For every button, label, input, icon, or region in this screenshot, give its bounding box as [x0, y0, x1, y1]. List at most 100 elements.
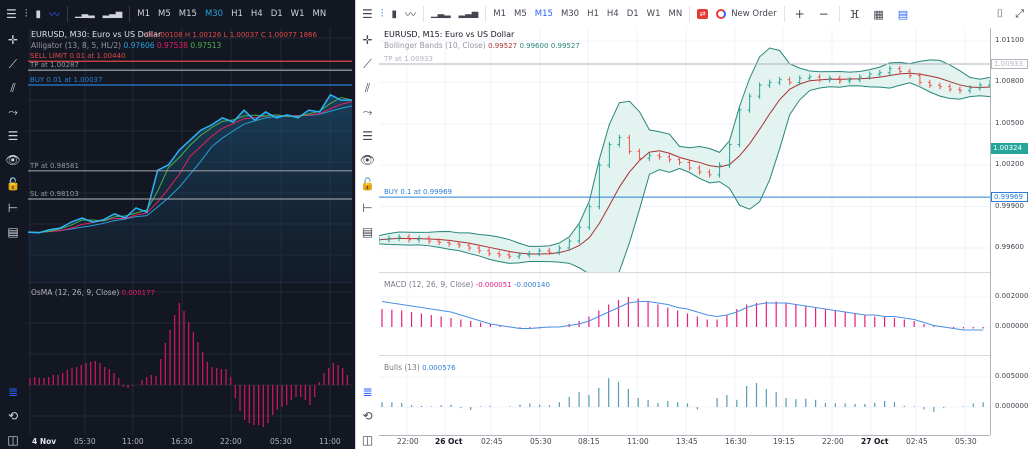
lock-icon[interactable]: 🔓 [5, 177, 21, 191]
time-label: 26 Oct [435, 437, 463, 446]
zoom-out-icon[interactable]: − [818, 7, 829, 21]
divider [423, 6, 425, 22]
trend-line-icon[interactable]: ⟋ [8, 56, 18, 71]
menu-icon[interactable]: ☰ [6, 7, 17, 21]
layers-icon[interactable]: ▤ [7, 225, 19, 239]
bar-chart-icon[interactable]: ⫶ [24, 7, 28, 20]
panel-icon[interactable]: ◫ [7, 433, 19, 447]
order-label[interactable]: SL at 0.98103 [30, 189, 79, 198]
new-order-button[interactable]: New Order [712, 0, 780, 28]
osma-value: 0.000177 [121, 289, 156, 297]
timeframe-m5[interactable]: M5 [514, 9, 527, 19]
left-price-chart[interactable] [28, 28, 352, 282]
current-price-tag: 1.00324 [991, 143, 1028, 155]
alligator-teeth-line [28, 101, 352, 233]
list-icon[interactable]: ≣ [7, 385, 19, 399]
time-label: 22:00 [822, 437, 844, 446]
macd-legend: MACD (12, 26, 9, Close) -0.000051 -0.000… [384, 280, 550, 290]
macd-label: MACD (12, 26, 9, Close) [384, 280, 474, 289]
time-label: 05:30 [270, 437, 292, 446]
timeframe-d1[interactable]: D1 [626, 9, 639, 19]
bulls-pane[interactable] [379, 355, 990, 435]
volume-tick-icon[interactable]: ▂▃▅ [458, 9, 479, 19]
timeframe-m5[interactable]: M5 [158, 9, 171, 19]
timeframe-h4[interactable]: H4 [606, 9, 619, 19]
zoom-in-icon[interactable]: + [794, 7, 805, 21]
order-label[interactable]: TP at 0.98581 [30, 161, 79, 170]
history-icon[interactable]: ⟲ [7, 409, 19, 423]
order-label[interactable]: BUY 0.1 at 0.99969 [384, 188, 452, 197]
layers-icon[interactable]: ▤ [361, 225, 374, 239]
right-bottom-sidebar: ≣ ⟲ ◫ [356, 380, 379, 452]
path-icon[interactable]: ⤳ [8, 104, 18, 119]
tree-icon[interactable]: ⊢ [362, 201, 373, 215]
price-line [28, 93, 352, 234]
indicators-icon[interactable]: ⴼ [849, 7, 860, 21]
timeframe-h1[interactable]: H1 [587, 9, 599, 19]
document-icon[interactable]: ▤ [897, 7, 909, 21]
timeframe-m15[interactable]: M15 [178, 9, 197, 19]
order-label[interactable]: TP at 1.00933 [384, 55, 433, 64]
price-axis-label: 0.99900 [995, 201, 1024, 210]
fib-icon[interactable]: ☰ [362, 129, 373, 143]
timeframe-m15[interactable]: M15 [534, 9, 553, 19]
line-chart-icon[interactable]: 〰 [49, 8, 61, 21]
channel-icon[interactable]: ⫽ [10, 80, 16, 95]
screenshot-icon[interactable]: ⌷ [996, 7, 1004, 20]
bollinger-upper-value: 0.99600 [519, 42, 549, 50]
fullscreen-icon[interactable]: ⤢ [1015, 7, 1024, 20]
alligator-teeth-value: 0.97538 [156, 41, 188, 50]
osma-label: OsMA (12, 26, 9, Close) [31, 288, 120, 297]
left-osma-pane[interactable] [28, 282, 352, 435]
left-toolbar: ☰ ⫶ ▮ 〰 ▁▃▂ ▂▃▅ M1 M5 M15 M30 H1 H4 D1 W1 MN [0, 0, 330, 28]
one-click-trading-icon[interactable]: ⇄ [693, 0, 712, 28]
candles-icon[interactable]: ▮ [35, 8, 42, 20]
timeframe-w1[interactable]: W1 [290, 9, 305, 19]
time-label: 22:00 [220, 437, 242, 446]
timeframe-m1[interactable]: M1 [137, 9, 151, 19]
order-label[interactable]: BUY 0.01 at 1.00037 [30, 76, 103, 84]
bollinger-lower-value: 0.99527 [550, 42, 580, 50]
order-label[interactable]: TP at 1.00287 [30, 61, 79, 70]
time-label: 05:30 [530, 437, 552, 446]
bollinger-middle [379, 72, 990, 255]
crosshair-icon[interactable]: ✛ [362, 33, 373, 47]
timeframe-m1[interactable]: M1 [493, 9, 507, 19]
timeframe-h1[interactable]: H1 [231, 9, 243, 19]
eye-icon[interactable]: 👁 [359, 153, 376, 167]
fib-icon[interactable]: ☰ [7, 129, 19, 143]
new-order-label: New Order [731, 9, 777, 19]
line-chart-icon[interactable]: 〰 [405, 8, 417, 21]
calendar-icon[interactable]: ▦ [873, 7, 884, 21]
crosshair-icon[interactable]: ✛ [7, 33, 19, 47]
bollinger-mid-value: 0.99527 [488, 42, 518, 50]
timeframe-mn[interactable]: MN [668, 9, 683, 19]
volume-icon[interactable]: ▁▃▂ [431, 9, 451, 19]
menu-icon[interactable]: ☰ [362, 7, 373, 21]
timeframe-mn[interactable]: MN [312, 9, 327, 19]
panel-icon[interactable]: ◫ [361, 433, 374, 447]
tree-icon[interactable]: ⊢ [7, 201, 19, 215]
timeframe-m30[interactable]: M30 [204, 9, 224, 19]
list-icon[interactable]: ≣ [362, 385, 373, 399]
bar-chart-icon[interactable]: ⫶ [380, 7, 384, 20]
history-icon[interactable]: ⟲ [362, 409, 373, 423]
channel-icon[interactable]: ⫽ [364, 80, 371, 95]
trend-line-icon[interactable]: ⟋ [363, 56, 372, 71]
timeframe-h4[interactable]: H4 [250, 9, 263, 19]
lock-icon[interactable]: 🔓 [360, 177, 375, 191]
order-label[interactable]: SELL LIMIT 0.01 at 1.00440 [30, 52, 126, 61]
timeframe-m30[interactable]: M30 [560, 9, 580, 19]
eye-icon[interactable]: 👁 [5, 153, 21, 167]
right-price-chart[interactable] [379, 28, 990, 272]
time-label: 16:30 [171, 437, 193, 446]
volume-icon[interactable]: ▁▃▂ [75, 9, 95, 19]
volume-tick-icon[interactable]: ▂▃▅ [102, 9, 123, 19]
time-label: 02:45 [906, 437, 928, 446]
new-order-icon [716, 9, 727, 19]
macd-pane[interactable] [379, 272, 990, 355]
timeframe-d1[interactable]: D1 [270, 9, 283, 19]
candles-icon[interactable]: ▮ [391, 8, 398, 20]
path-icon[interactable]: ⤳ [362, 104, 373, 119]
timeframe-w1[interactable]: W1 [646, 9, 661, 19]
